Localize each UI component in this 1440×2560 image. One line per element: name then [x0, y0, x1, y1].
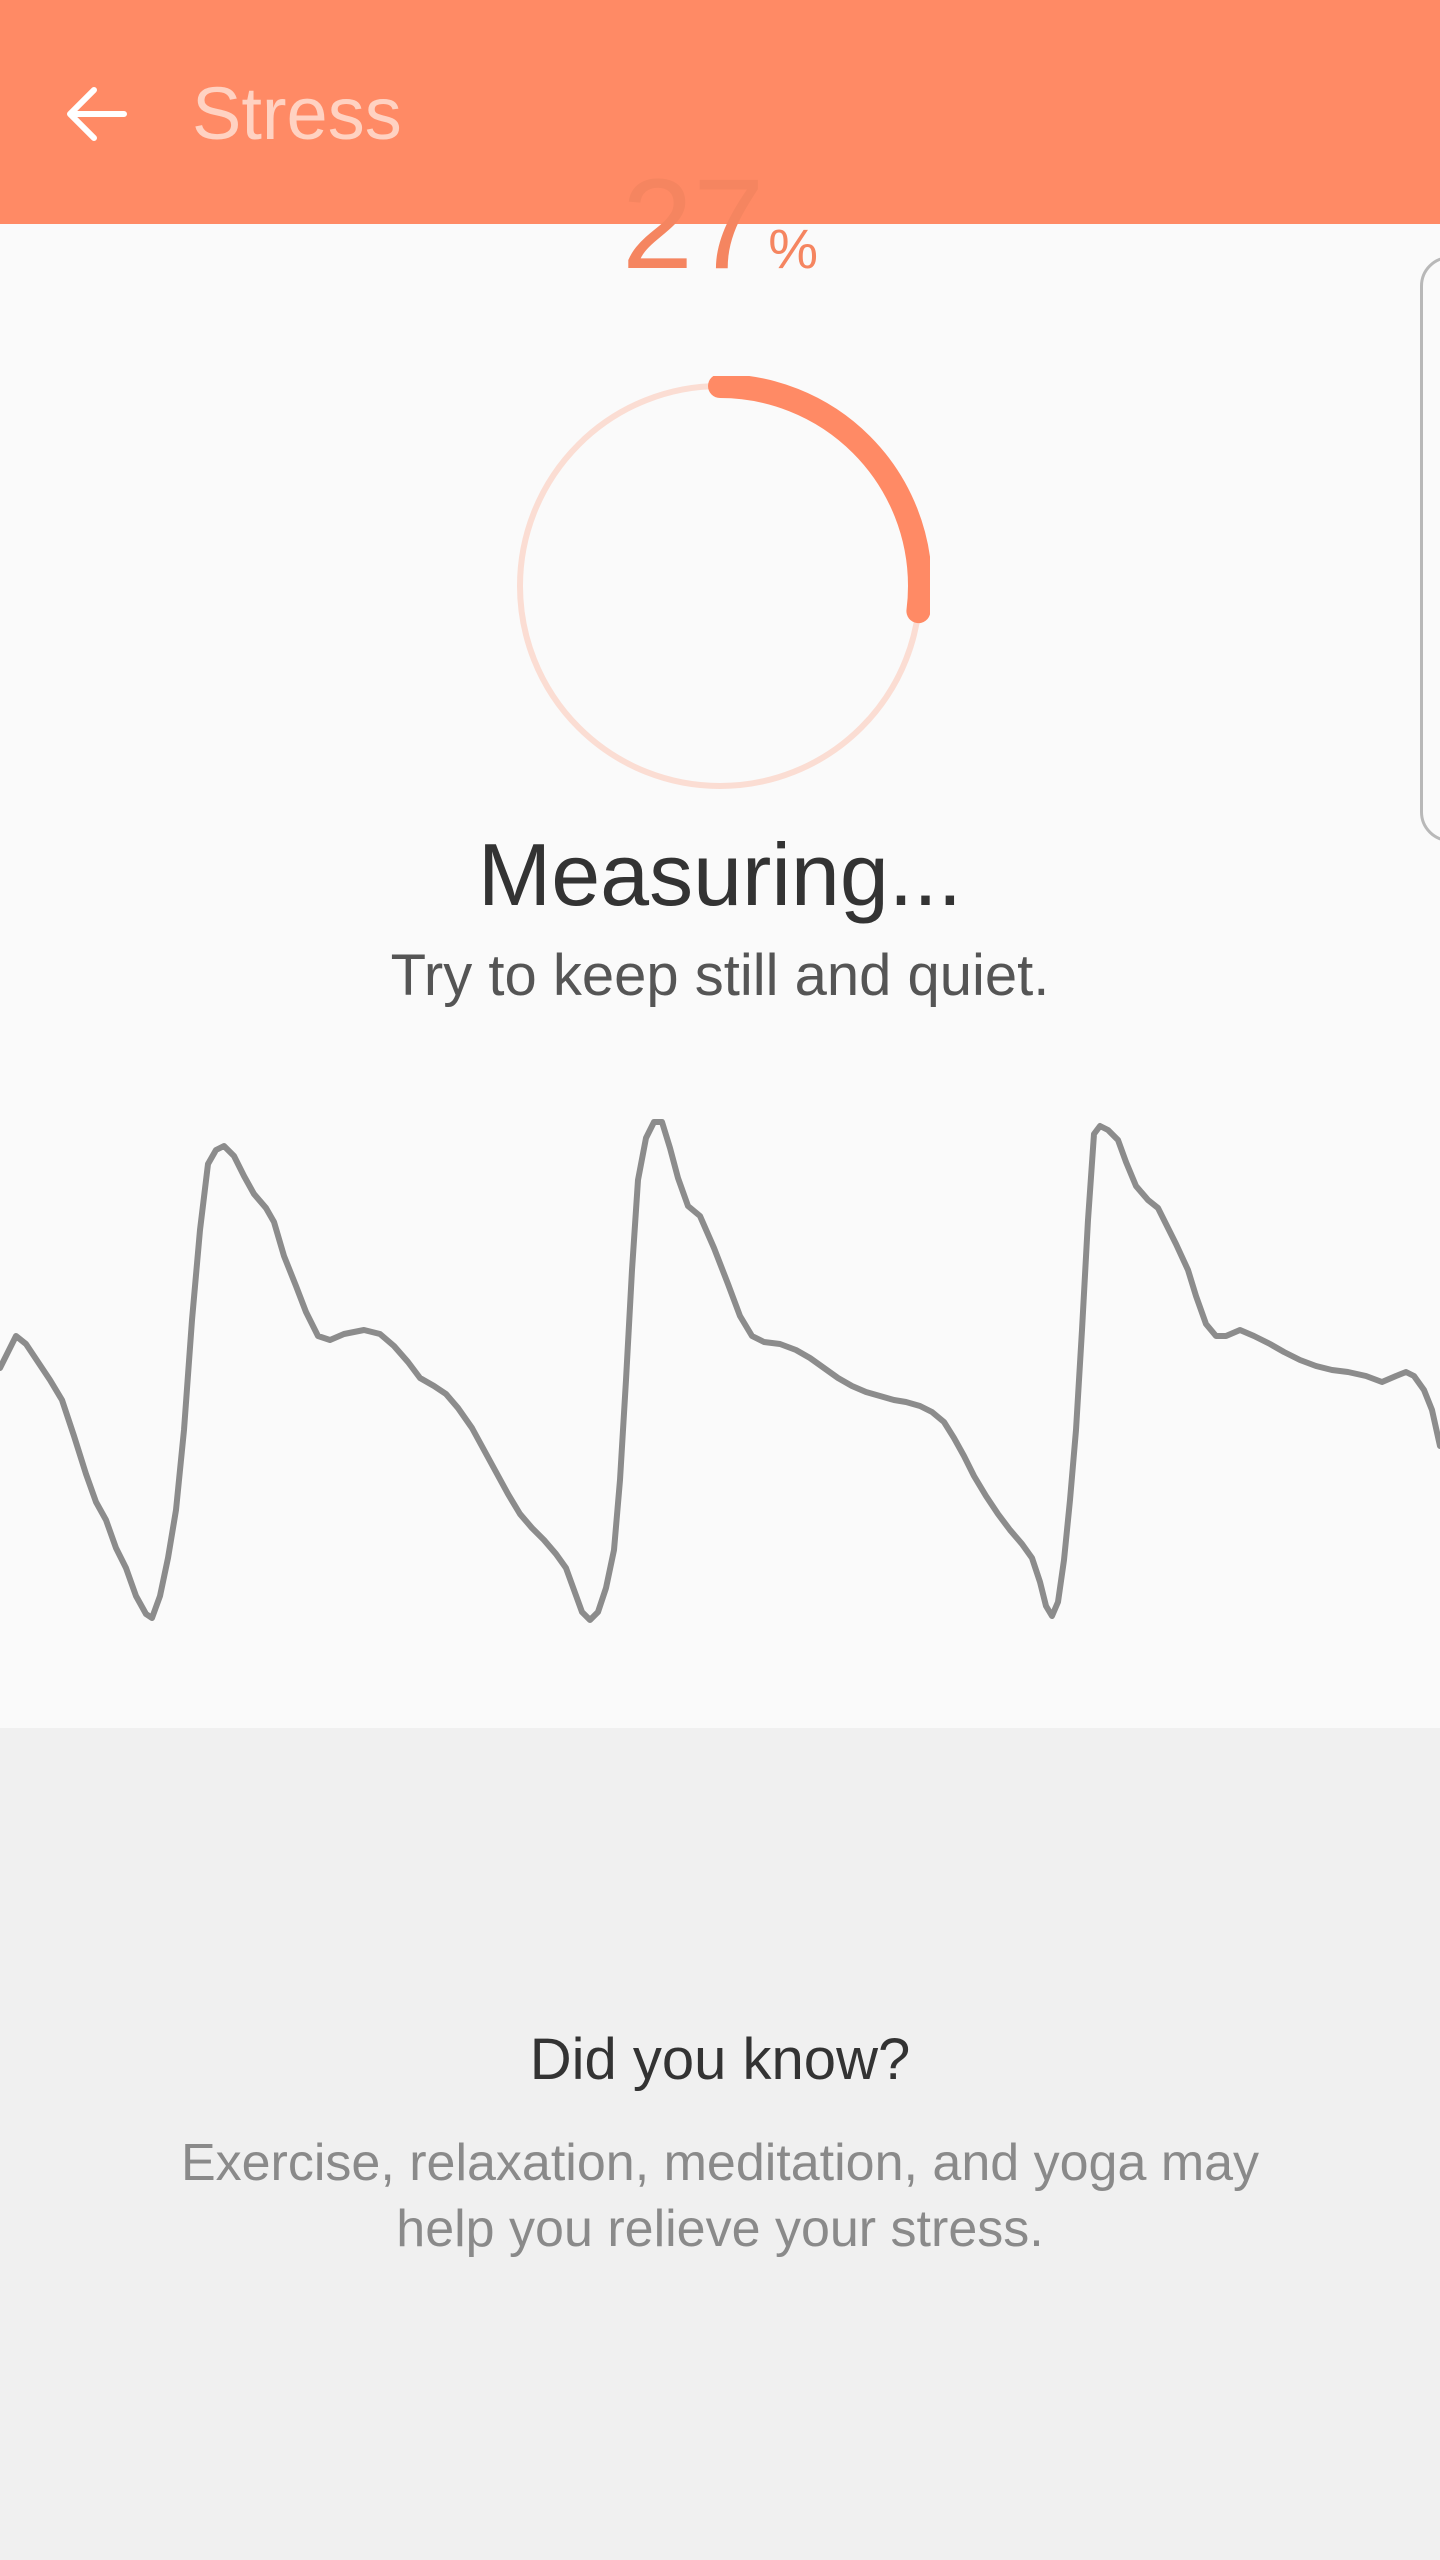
tip-title: Did you know? [529, 2027, 911, 2092]
app-bar: Stress [0, 0, 1440, 224]
progress-ring [510, 376, 930, 796]
progress-arc [510, 376, 930, 796]
measurement-card [0, 224, 1440, 1728]
progress-number: 27 [621, 153, 765, 296]
back-button[interactable] [40, 62, 152, 166]
arrow-left-icon [67, 87, 127, 141]
progress-value: 27% [0, 150, 1440, 300]
pulse-waveform [0, 1119, 1440, 1623]
next-card-edge[interactable] [1420, 256, 1440, 842]
status-title: Measuring... [477, 825, 963, 924]
page-title: Stress [192, 72, 402, 155]
progress-unit: % [768, 217, 819, 280]
pulse-waveform-line [0, 1119, 1440, 1623]
status-instruction: Try to keep still and quiet. [390, 943, 1050, 1008]
tip-body: Exercise, relaxation, meditation, and yo… [180, 2134, 1260, 2258]
